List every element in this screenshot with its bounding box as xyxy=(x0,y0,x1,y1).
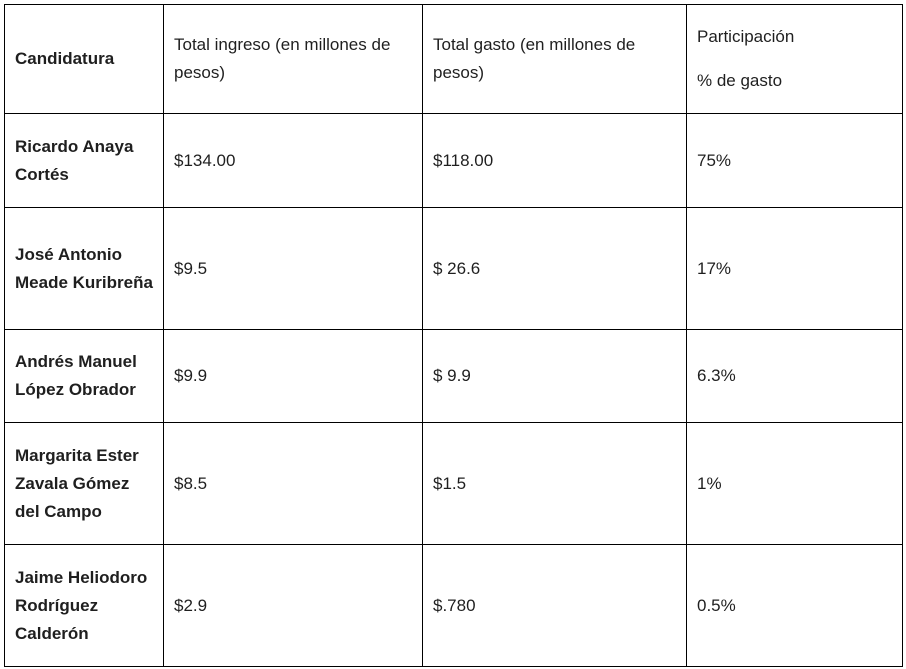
cell-participacion: 0.5% xyxy=(686,544,903,667)
cell-ingreso: $134.00 xyxy=(163,113,423,208)
candidates-spending-table: Candidatura Total ingreso (en millones d… xyxy=(4,4,903,667)
table-row: José Antonio Meade Kuribreña $9.5 $ 26.6… xyxy=(4,207,903,330)
cell-gasto: $.780 xyxy=(422,544,687,667)
cell-ingreso: $8.5 xyxy=(163,422,423,545)
cell-candidatura: Margarita Ester Zavala Gómez del Campo xyxy=(4,422,164,545)
table-row: Andrés Manuel López Obrador $9.9 $ 9.9 6… xyxy=(4,329,903,423)
cell-ingreso: $9.9 xyxy=(163,329,423,423)
cell-ingreso: $9.5 xyxy=(163,207,423,330)
cell-candidatura: Ricardo Anaya Cortés xyxy=(4,113,164,208)
cell-gasto: $ 9.9 xyxy=(422,329,687,423)
cell-ingreso: $2.9 xyxy=(163,544,423,667)
header-candidatura: Candidatura xyxy=(4,4,164,114)
cell-gasto: $118.00 xyxy=(422,113,687,208)
cell-participacion: 75% xyxy=(686,113,903,208)
cell-participacion: 1% xyxy=(686,422,903,545)
header-row: Candidatura Total ingreso (en millones d… xyxy=(4,4,903,114)
table-row: Margarita Ester Zavala Gómez del Campo $… xyxy=(4,422,903,545)
cell-participacion: 17% xyxy=(686,207,903,330)
cell-gasto: $ 26.6 xyxy=(422,207,687,330)
cell-candidatura: Andrés Manuel López Obrador xyxy=(4,329,164,423)
header-total-gasto: Total gasto (en millones de pesos) xyxy=(422,4,687,114)
table-row: Jaime Heliodoro Rodríguez Calderón $2.9 … xyxy=(4,544,903,667)
header-participacion-line1: Participación xyxy=(697,27,795,46)
cell-participacion: 6.3% xyxy=(686,329,903,423)
header-participacion: Participación % de gasto xyxy=(686,4,903,114)
header-total-ingreso: Total ingreso (en millones de pesos) xyxy=(163,4,423,114)
cell-candidatura: José Antonio Meade Kuribreña xyxy=(4,207,164,330)
cell-candidatura: Jaime Heliodoro Rodríguez Calderón xyxy=(4,544,164,667)
header-participacion-line2: % de gasto xyxy=(697,71,783,90)
table-row: Ricardo Anaya Cortés $134.00 $118.00 75% xyxy=(4,113,903,208)
cell-gasto: $1.5 xyxy=(422,422,687,545)
